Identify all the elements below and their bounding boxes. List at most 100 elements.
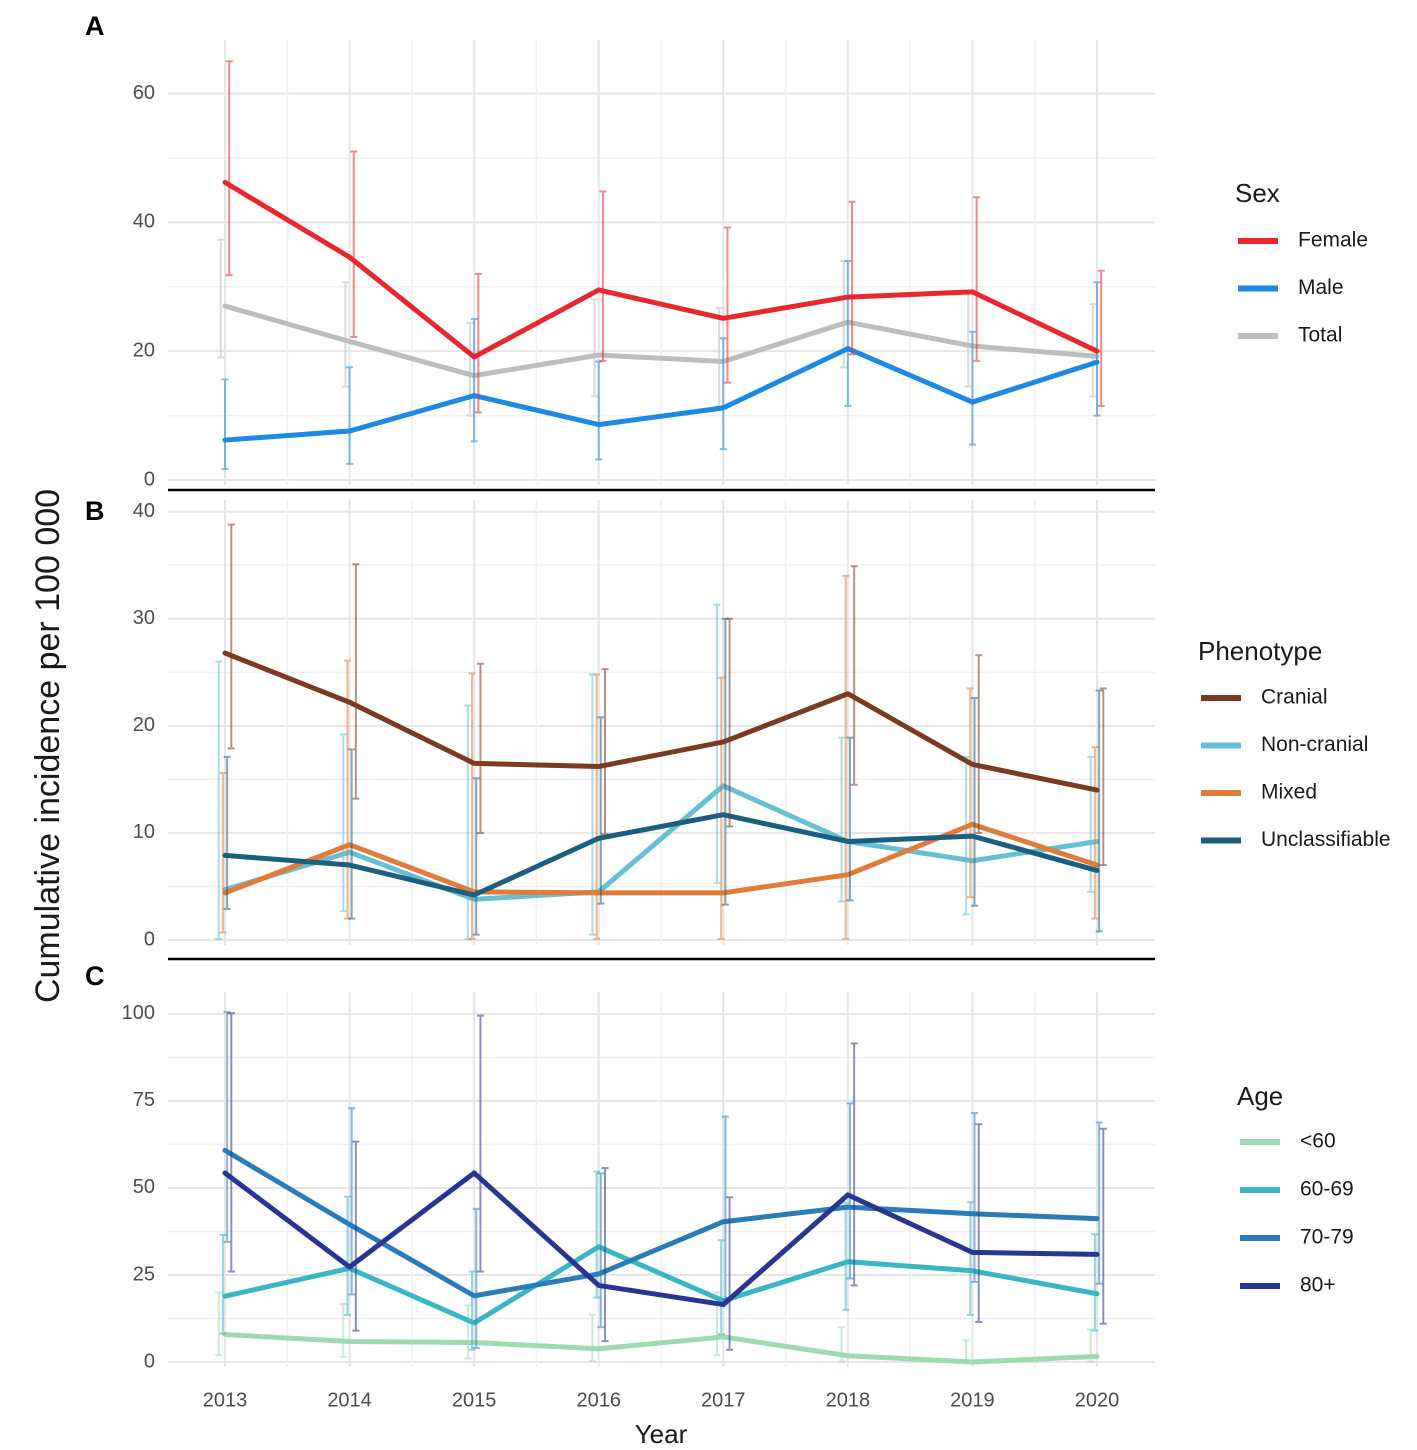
error-bar xyxy=(842,1201,850,1311)
error-bar xyxy=(601,1167,609,1343)
error-bar xyxy=(227,523,235,750)
error-bar xyxy=(966,687,974,899)
error-bar xyxy=(466,321,474,417)
error-bar xyxy=(472,777,480,936)
error-bar xyxy=(341,281,349,388)
error-bar xyxy=(723,226,731,384)
error-bar xyxy=(215,660,223,940)
error-bar xyxy=(975,654,983,834)
series-male xyxy=(221,260,1101,471)
error-bar xyxy=(850,1042,858,1287)
error-bar xyxy=(476,662,484,834)
error-bar xyxy=(1091,746,1099,920)
series-line xyxy=(222,821,1100,896)
legend-label: Unclassifiable xyxy=(1261,828,1391,851)
series-line xyxy=(222,346,1100,443)
series-line xyxy=(222,1170,1100,1308)
legend-title: Phenotype xyxy=(1198,636,1322,666)
error-bar xyxy=(717,1239,725,1336)
error-bar xyxy=(962,1339,970,1363)
series-line xyxy=(222,1244,1100,1326)
error-bar xyxy=(595,360,603,461)
legend: Sex Female Male Total xyxy=(1235,178,1368,347)
error-bar xyxy=(217,238,225,359)
error-bar xyxy=(846,736,854,902)
error-bar xyxy=(588,673,596,936)
error-bar xyxy=(223,1011,231,1243)
error-bar xyxy=(966,1201,974,1317)
legend-label: Mixed xyxy=(1261,781,1317,804)
y-tick-label: 0 xyxy=(144,468,155,490)
error-bar xyxy=(973,196,981,362)
error-bar xyxy=(1099,1127,1107,1325)
error-bar xyxy=(225,60,233,277)
x-axis-title: Year xyxy=(635,1419,688,1449)
error-bar xyxy=(842,574,850,940)
gridlines xyxy=(168,500,1155,945)
y-tick-label: 20 xyxy=(133,714,155,736)
y-tick-label: 100 xyxy=(122,1002,155,1024)
y-tick-label: 50 xyxy=(133,1176,155,1198)
error-bar xyxy=(346,366,354,465)
error-bar xyxy=(591,298,599,398)
y-tick-label: 75 xyxy=(133,1089,155,1111)
legend: Age <60 60-69 70-79 80+ xyxy=(1237,1081,1354,1297)
legend-label: 70-79 xyxy=(1300,1226,1354,1249)
error-bar xyxy=(715,307,723,407)
x-tick-label: 2015 xyxy=(452,1389,497,1411)
error-bar xyxy=(464,1304,472,1360)
y-tick-label: 40 xyxy=(133,211,155,233)
error-bar xyxy=(971,697,979,907)
error-bar xyxy=(339,733,347,913)
y-tick-label: 20 xyxy=(133,339,155,361)
error-bar xyxy=(215,1291,223,1357)
series-unclassifiable xyxy=(222,617,1103,936)
series-80- xyxy=(222,1012,1107,1351)
error-bar xyxy=(848,200,856,356)
x-tick-label: 2019 xyxy=(950,1389,995,1411)
error-bar xyxy=(468,1270,476,1351)
error-bar xyxy=(846,1102,854,1280)
error-bar xyxy=(1097,269,1105,407)
error-bar xyxy=(343,1195,351,1317)
error-bar xyxy=(964,290,972,388)
series-line xyxy=(222,303,1100,379)
error-bar xyxy=(1099,687,1107,867)
x-tick-label: 2018 xyxy=(826,1389,871,1411)
error-bar xyxy=(352,1140,360,1332)
series-70-79 xyxy=(222,1011,1103,1350)
error-bar xyxy=(1095,689,1103,933)
legend-label: 60-69 xyxy=(1300,1178,1354,1201)
error-bar xyxy=(726,1196,734,1351)
panel-c: 0 25 50 75 100 C Age <60 60-69 70-79 80+ 2013 2014 20… xyxy=(85,961,1354,1411)
y-tick-label: 25 xyxy=(133,1263,155,1285)
error-bar xyxy=(476,1014,484,1273)
error-bar xyxy=(1091,1233,1099,1332)
x-tick-label: 2020 xyxy=(1075,1389,1120,1411)
series-total xyxy=(217,238,1100,417)
series-60-69 xyxy=(219,1170,1100,1351)
error-bar xyxy=(348,748,356,920)
error-bar xyxy=(352,563,360,800)
error-bar xyxy=(474,272,482,414)
legend: Phenotype Cranial Non-cranial Mixed Unclassi… xyxy=(1198,636,1391,851)
series-line xyxy=(222,1147,1100,1299)
error-bar xyxy=(350,150,358,339)
x-tick-label: 2016 xyxy=(576,1389,621,1411)
legend-title: Sex xyxy=(1235,178,1280,208)
legend-label: Cranial xyxy=(1261,686,1328,709)
panel-letter: B xyxy=(85,496,105,526)
y-tick-label: 60 xyxy=(133,82,155,104)
error-bar xyxy=(221,378,229,471)
error-bar xyxy=(968,330,976,446)
gridlines xyxy=(168,40,1155,485)
error-bar xyxy=(472,1207,480,1350)
series--60 xyxy=(215,1291,1100,1365)
error-bar xyxy=(339,1302,347,1358)
y-axis-title: Cumulative incidence per 100 000 xyxy=(29,489,67,1003)
x-tick-label: 2013 xyxy=(203,1389,248,1411)
legend-label: 80+ xyxy=(1300,1274,1336,1297)
legend-label: <60 xyxy=(1300,1130,1336,1153)
error-bar xyxy=(219,1233,227,1335)
